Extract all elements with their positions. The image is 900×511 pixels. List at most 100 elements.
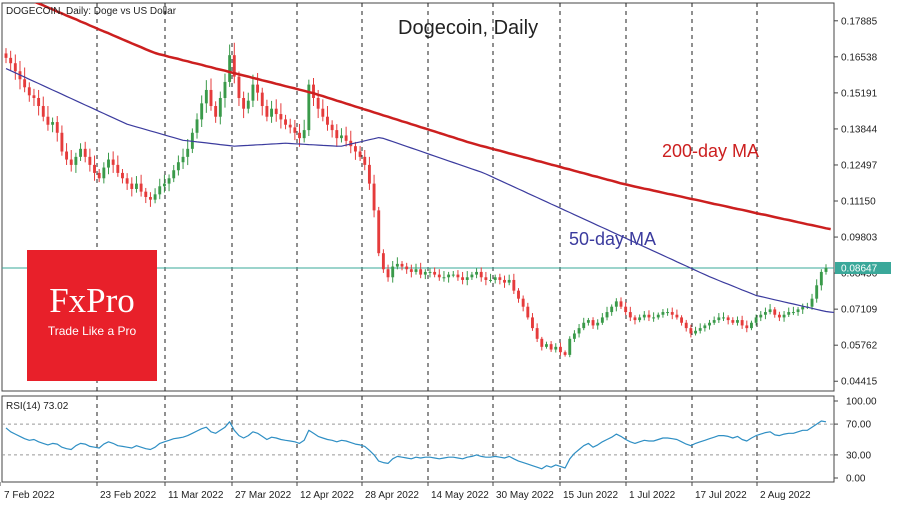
- price-tick-label: 0.12497: [841, 160, 878, 171]
- candle-body: [23, 79, 27, 88]
- candle-body: [680, 317, 684, 323]
- candle-body: [777, 314, 781, 318]
- date-tick-label: 2 Aug 2022: [760, 490, 811, 501]
- candle-body: [423, 271, 427, 275]
- candle-body: [596, 322, 600, 326]
- candle-body: [32, 95, 36, 98]
- candle-body: [200, 103, 204, 120]
- candle-body: [577, 328, 581, 334]
- candle-body: [270, 108, 274, 117]
- candle-body: [675, 314, 679, 318]
- candle-body: [97, 172, 101, 179]
- candle-body: [763, 312, 767, 315]
- rsi-label: RSI(14) 73.02: [6, 401, 69, 412]
- candle-body: [321, 108, 325, 117]
- candle-body: [214, 106, 218, 117]
- candle-body: [694, 330, 697, 334]
- candle-body: [619, 301, 623, 307]
- candle-body: [712, 320, 716, 323]
- candle-body: [372, 183, 376, 211]
- candle-body: [796, 309, 800, 313]
- price-tick-label: 0.11150: [841, 197, 876, 208]
- candle-body: [447, 274, 451, 278]
- candle-body: [512, 279, 516, 291]
- candle-body: [274, 108, 278, 115]
- candle-body: [549, 344, 553, 350]
- candle-body: [400, 263, 404, 267]
- candle-body: [60, 132, 64, 152]
- candle-body: [507, 279, 511, 283]
- candle-body: [442, 277, 446, 279]
- candle-body: [782, 314, 786, 318]
- ma50-annotation: 50-day MA: [569, 229, 656, 249]
- ma200-line: [33, 3, 831, 231]
- candle-body: [736, 320, 739, 323]
- candle-body: [745, 325, 749, 329]
- candle-body: [181, 156, 185, 163]
- candle-body: [88, 156, 92, 165]
- candle-body: [144, 191, 148, 197]
- candle-body: [326, 116, 329, 125]
- candle-body: [340, 135, 343, 139]
- current-price-label: 0.08647: [841, 263, 878, 274]
- candle-body: [223, 81, 227, 98]
- date-tick-label: 12 Apr 2022: [300, 490, 354, 501]
- price-tick-label: 0.09803: [841, 233, 878, 244]
- candle-body: [139, 183, 143, 192]
- candle-body: [568, 338, 572, 355]
- candle-body: [815, 285, 819, 299]
- candle-body: [605, 312, 609, 318]
- candle-body: [405, 266, 409, 270]
- date-tick-label: 30 May 2022: [496, 490, 554, 501]
- candle-body: [37, 97, 41, 107]
- candle-body: [377, 210, 381, 254]
- candle-body: [111, 159, 115, 165]
- candle-body: [791, 312, 795, 314]
- candle-body: [563, 352, 567, 355]
- candle-body: [647, 314, 651, 318]
- candle-body: [55, 122, 59, 133]
- candle-body: [628, 312, 632, 318]
- price-tick-label: 0.04415: [841, 377, 878, 388]
- candle-body: [787, 312, 791, 315]
- rsi-tick-label: 0.00: [846, 474, 866, 485]
- candle-body: [65, 151, 69, 160]
- candle-body: [395, 263, 399, 267]
- candle-body: [437, 274, 441, 278]
- ma-group: [5, 3, 834, 314]
- candle-body: [288, 124, 292, 128]
- candle-body: [316, 97, 320, 109]
- candle-body: [218, 97, 222, 117]
- candle-body: [600, 317, 604, 323]
- candle-body: [731, 320, 735, 323]
- candle-body: [93, 164, 96, 173]
- candle-body: [689, 328, 693, 334]
- candle-body: [428, 271, 432, 273]
- candle-body: [540, 338, 544, 347]
- price-tick-label: 0.05762: [841, 341, 878, 352]
- rsi-tick-label: 30.00: [846, 450, 871, 461]
- symbol-header: DOGECOIN, Daily: Doge vs US Dollar: [6, 6, 177, 17]
- candle-body: [209, 89, 213, 107]
- candle-body: [498, 277, 502, 280]
- price-tick-label: 0.13844: [841, 124, 878, 135]
- candle-body: [358, 151, 362, 157]
- candle-body: [79, 148, 82, 157]
- candle-body: [484, 277, 488, 280]
- candle-body: [284, 119, 287, 125]
- candle-body: [409, 269, 413, 272]
- candle-body: [824, 267, 828, 272]
- candle-body: [586, 320, 590, 323]
- candle-body: [582, 322, 586, 329]
- candle-body: [801, 306, 805, 310]
- candle-body: [614, 301, 618, 307]
- chart-title: Dogecoin, Daily: [398, 17, 538, 39]
- candle-body: [74, 156, 78, 165]
- date-tick-label: 27 Mar 2022: [235, 490, 292, 501]
- candle-body: [535, 328, 539, 339]
- rsi-tick-label: 100.00: [846, 397, 877, 408]
- rsi-line: [5, 420, 827, 470]
- candle-body: [754, 317, 758, 323]
- candle-body: [684, 322, 688, 329]
- candle-body: [102, 167, 106, 179]
